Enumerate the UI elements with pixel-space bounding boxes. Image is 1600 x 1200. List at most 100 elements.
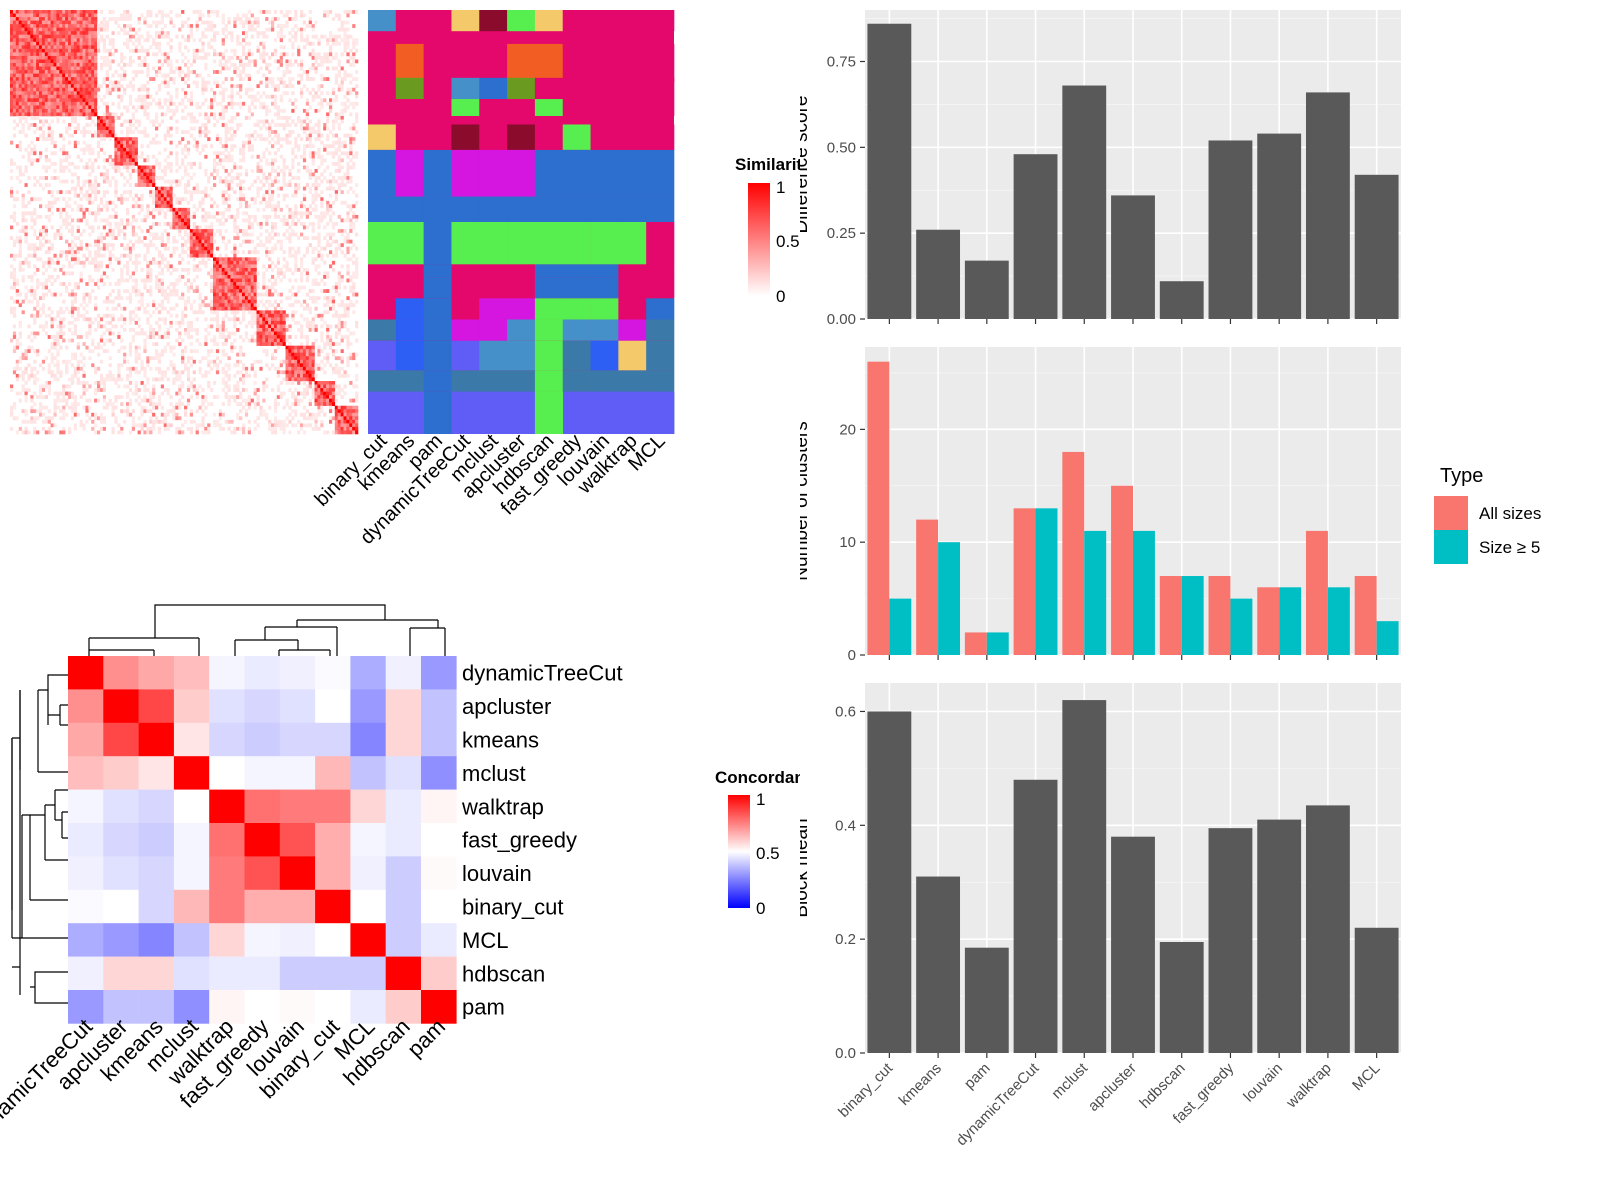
similarity-cell <box>41 24 46 28</box>
similarity-cell <box>169 98 173 103</box>
similarity-cell <box>184 218 188 223</box>
similarity-cell <box>140 204 144 209</box>
similarity-cell <box>91 229 95 233</box>
similarity-cell <box>79 158 83 163</box>
similarity-cell <box>39 313 43 318</box>
similarity-cell <box>120 158 124 163</box>
similarity-cell <box>27 13 31 18</box>
similarity-cell <box>70 101 75 106</box>
similarity-cell <box>186 172 191 177</box>
similarity-cell <box>253 257 257 262</box>
similarity-cell <box>47 48 51 53</box>
similarity-cell <box>186 70 191 74</box>
similarity-cell <box>73 17 77 21</box>
similarity-cell <box>123 190 127 195</box>
similarity-cell <box>97 260 101 265</box>
similarity-cell <box>349 34 353 39</box>
similarity-cell <box>126 197 130 202</box>
similarity-cell <box>73 10 77 14</box>
similarity-cell <box>59 207 63 212</box>
similarity-cell <box>224 137 228 142</box>
similarity-cell <box>94 133 98 138</box>
similarity-cell <box>36 214 40 219</box>
similarity-cell <box>340 84 344 89</box>
similarity-cell <box>253 250 257 255</box>
similarity-cell <box>41 165 46 170</box>
similarity-cell <box>163 172 167 177</box>
similarity-cell <box>91 87 95 92</box>
similarity-cell <box>94 264 98 269</box>
similarity-cell <box>184 243 188 248</box>
similarity-cell <box>236 73 240 78</box>
similarity-cell <box>323 147 327 152</box>
similarity-cell <box>343 306 347 311</box>
similarity-cell <box>268 161 272 166</box>
similarity-cell <box>149 165 153 170</box>
similarity-cell <box>105 70 109 74</box>
similarity-cell <box>259 186 263 191</box>
similarity-cell <box>128 84 133 89</box>
similarity-cell <box>271 310 275 315</box>
similarity-cell <box>279 38 283 43</box>
similarity-cell <box>169 70 173 74</box>
similarity-cell <box>134 161 138 166</box>
similarity-cell <box>108 250 112 255</box>
similarity-cell <box>65 211 69 216</box>
similarity-cell <box>221 257 225 262</box>
similarity-cell <box>18 55 22 60</box>
similarity-cell <box>326 243 330 248</box>
similarity-cell <box>184 45 188 50</box>
similarity-cell <box>305 34 309 39</box>
similarity-cell <box>198 48 202 53</box>
similarity-cell <box>24 236 28 240</box>
similarity-cell <box>126 158 130 163</box>
similarity-cell <box>201 144 205 149</box>
similarity-cell <box>114 306 118 311</box>
similarity-cell <box>221 275 225 279</box>
similarity-cell <box>210 267 214 272</box>
similarity-cell <box>271 222 275 226</box>
similarity-cell <box>181 137 185 142</box>
similarity-cell <box>233 84 237 89</box>
similarity-cell <box>140 176 144 180</box>
similarity-cell <box>108 229 112 233</box>
similarity-cell <box>256 176 260 180</box>
similarity-cell <box>334 222 338 226</box>
similarity-cell <box>79 94 83 99</box>
similarity-cell <box>195 310 199 315</box>
similarity-cell <box>346 278 350 283</box>
similarity-cell <box>198 126 202 131</box>
similarity-cell <box>146 317 150 322</box>
similarity-cell <box>233 278 237 283</box>
similarity-cell <box>44 158 48 163</box>
similarity-cell <box>340 77 344 81</box>
similarity-cell <box>146 48 150 53</box>
similarity-cell <box>244 73 249 78</box>
similarity-cell <box>352 59 356 64</box>
similarity-cell <box>62 119 66 124</box>
similarity-cell <box>236 183 240 187</box>
similarity-cell <box>68 161 72 166</box>
similarity-cell <box>302 147 307 152</box>
similarity-cell <box>111 80 115 85</box>
similarity-cell <box>340 80 344 85</box>
similarity-cell <box>62 137 66 142</box>
similarity-cell <box>131 84 135 89</box>
similarity-cell <box>137 299 141 304</box>
similarity-cell <box>36 257 40 262</box>
similarity-cell <box>97 239 101 244</box>
similarity-cell <box>65 94 69 99</box>
similarity-cell <box>210 239 214 244</box>
similarity-cell <box>68 126 72 131</box>
similarity-cell <box>41 108 46 113</box>
similarity-cell <box>334 282 338 286</box>
similarity-cell <box>68 34 72 39</box>
similarity-cell <box>201 20 205 25</box>
similarity-cell <box>120 27 124 32</box>
similarity-cell <box>30 214 34 219</box>
similarity-cell <box>195 207 199 212</box>
similarity-cell <box>192 70 196 74</box>
similarity-cell <box>207 246 211 251</box>
similarity-cell <box>105 63 109 67</box>
similarity-cell <box>268 94 272 99</box>
